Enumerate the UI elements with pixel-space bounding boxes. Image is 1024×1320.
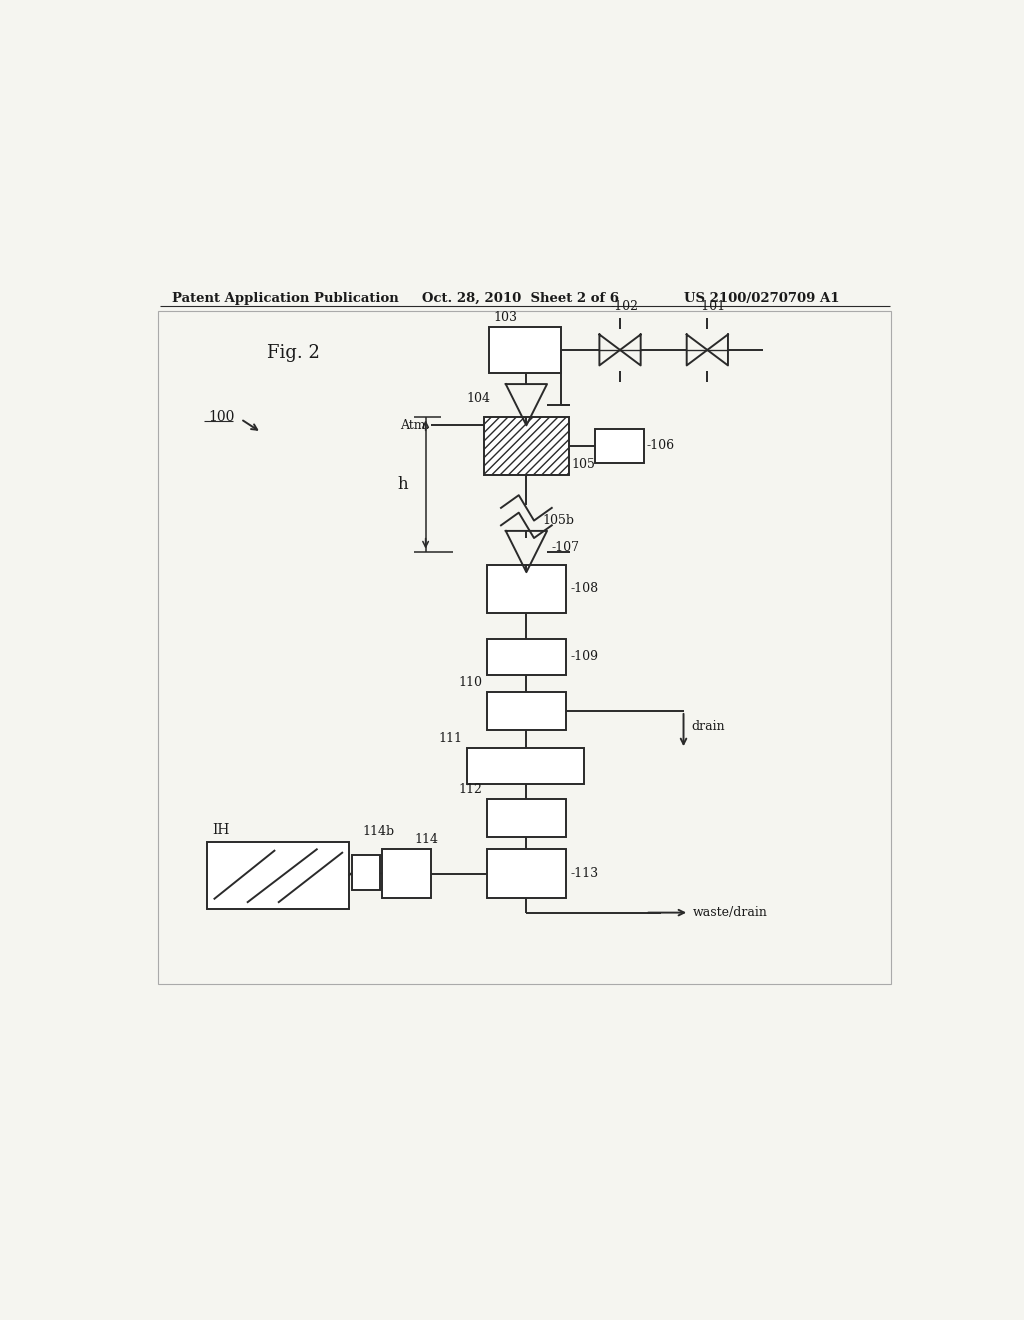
Text: 105: 105 [571,458,596,471]
Text: h: h [397,477,409,492]
Text: 100: 100 [209,409,236,424]
Text: 110: 110 [459,676,482,689]
Text: -113: -113 [570,867,598,880]
Text: -101: -101 [697,301,726,313]
Text: waste/drain: waste/drain [693,906,768,919]
Bar [486,849,566,899]
Text: 114: 114 [415,833,438,846]
Text: Fig. 2: Fig. 2 [267,345,319,362]
Bar [486,639,566,675]
Text: IH: IH [212,824,229,837]
Bar [483,417,569,475]
Bar [483,417,569,475]
Text: -109: -109 [570,651,598,663]
Text: 103: 103 [494,310,517,323]
Text: -102: -102 [610,301,639,313]
Text: -107: -107 [552,541,580,554]
Bar [595,429,644,463]
Text: Oct. 28, 2010  Sheet 2 of 6: Oct. 28, 2010 Sheet 2 of 6 [422,292,618,305]
Bar [382,849,431,899]
Bar [467,748,585,784]
Text: 104: 104 [467,392,490,405]
Text: -108: -108 [570,582,598,595]
Text: 105b: 105b [543,513,574,527]
Bar [486,799,566,837]
Text: -106: -106 [646,440,675,453]
Bar [352,855,380,891]
Text: Atm.: Atm. [400,418,430,432]
Text: drain: drain [691,721,725,734]
Text: 114b: 114b [362,825,394,838]
Bar [486,565,566,612]
Text: 111: 111 [439,733,463,746]
Bar [489,327,560,374]
Bar [207,842,348,909]
Bar [486,692,566,730]
Text: 112: 112 [459,783,482,796]
Text: US 2100/0270709 A1: US 2100/0270709 A1 [684,292,839,305]
Text: Patent Application Publication: Patent Application Publication [172,292,398,305]
